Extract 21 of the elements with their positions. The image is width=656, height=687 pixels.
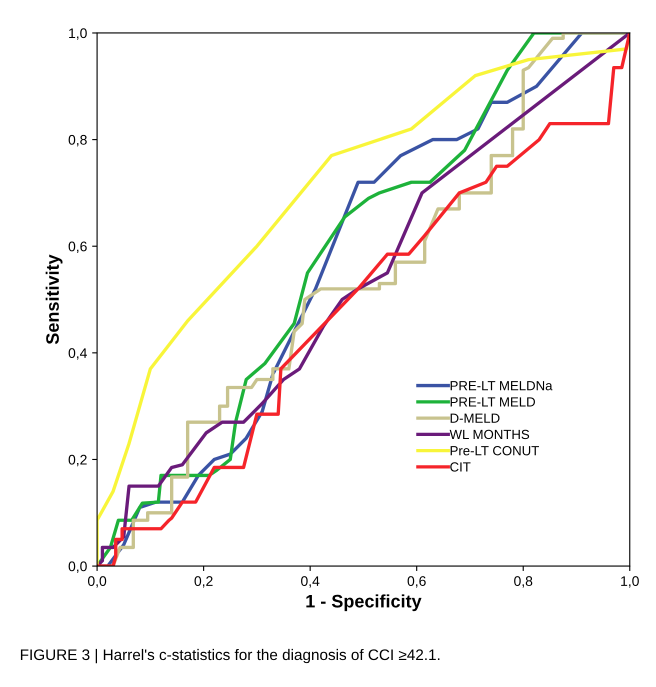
x-axis-title: 1 - Specificity bbox=[306, 594, 422, 612]
x-tick-label: 1,0 bbox=[621, 576, 639, 588]
y-tick-label: 0,2 bbox=[68, 454, 87, 466]
y-tick-label: 1,0 bbox=[69, 28, 87, 40]
x-tick-label: 0,6 bbox=[408, 576, 426, 588]
y-tick-label: 0,6 bbox=[68, 242, 87, 254]
y-tick-label: 0,4 bbox=[68, 348, 87, 360]
legend-label: D-MELD bbox=[450, 414, 500, 423]
y-tick-label: 0,8 bbox=[68, 134, 87, 146]
x-tick-label: 0,0 bbox=[88, 576, 106, 588]
caption: FIGURE 3 | Harrel's c-statistics for the diagnosis of CCI ≥42.1. bbox=[20, 648, 440, 664]
y-tick-label: 0,0 bbox=[68, 561, 87, 573]
legend-label: Pre-LT CONUT bbox=[450, 446, 539, 456]
legend-label: CIT bbox=[450, 462, 471, 472]
legend-label: PRE-LT MELD bbox=[450, 397, 535, 406]
x-tick-label: 0,8 bbox=[514, 576, 532, 588]
x-tick-label: 0,2 bbox=[194, 576, 213, 588]
x-tick-label: 0,4 bbox=[301, 576, 320, 588]
legend-label: PRE-LT MELDNa bbox=[450, 381, 552, 390]
y-axis-title: Sensitivity bbox=[46, 254, 63, 344]
legend-label: WL MONTHS bbox=[450, 430, 530, 440]
